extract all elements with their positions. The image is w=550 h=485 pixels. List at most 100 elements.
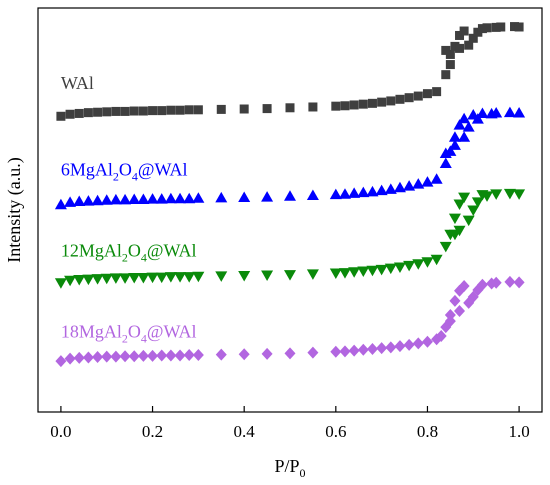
x-tick-label: 0.2 — [142, 422, 163, 441]
data-point — [308, 102, 318, 112]
data-point — [448, 139, 461, 150]
data-point — [458, 192, 471, 204]
data-point — [238, 191, 251, 202]
data-point — [448, 229, 461, 241]
data-point — [184, 105, 194, 115]
data-point — [472, 283, 484, 296]
data-point — [64, 196, 77, 207]
x-tick-label: 1.0 — [508, 422, 529, 441]
data-point — [367, 98, 377, 108]
data-point — [129, 106, 139, 116]
data-point — [422, 89, 432, 99]
data-point — [74, 108, 84, 118]
data-point — [109, 193, 122, 205]
data-point — [439, 241, 452, 253]
data-point — [148, 106, 158, 116]
data-point — [395, 94, 405, 104]
series-layer — [54, 22, 526, 368]
data-point — [119, 350, 131, 363]
data-point — [92, 351, 104, 364]
data-point — [338, 188, 351, 199]
x-tick-label: 0.6 — [325, 422, 346, 441]
data-point — [403, 180, 416, 191]
data-point — [430, 254, 443, 266]
data-point — [471, 197, 484, 208]
data-point — [174, 192, 187, 204]
data-point — [458, 131, 471, 142]
data-point — [215, 271, 228, 282]
data-point — [455, 30, 465, 40]
data-point — [329, 268, 342, 280]
data-point — [111, 106, 121, 116]
data-point — [513, 276, 525, 289]
series-labels: WAl 6MgAl2O4@WAl 12MgAl2O4@WAl 18MgAl2O4@WA… — [61, 73, 197, 345]
data-point — [146, 193, 159, 204]
data-point — [349, 100, 359, 110]
data-point — [261, 270, 274, 282]
data-point — [91, 274, 104, 285]
data-point — [453, 199, 466, 210]
data-point — [366, 342, 378, 355]
data-point — [73, 195, 86, 207]
data-point — [284, 190, 296, 201]
data-point — [348, 344, 360, 357]
data-point — [164, 192, 177, 204]
data-point — [183, 272, 196, 283]
x-axis-label: P/P0 — [274, 456, 305, 480]
y-axis-label: Intensity (a.u.) — [4, 157, 25, 262]
data-point — [471, 113, 484, 124]
data-point — [109, 273, 122, 284]
data-point — [366, 265, 379, 277]
x-tick-label: 0.0 — [50, 422, 71, 441]
data-point — [439, 147, 452, 158]
plot-frame — [37, 7, 543, 413]
data-point — [261, 347, 273, 360]
data-point — [166, 105, 176, 115]
data-point — [193, 105, 203, 115]
data-point — [192, 349, 204, 362]
data-point — [432, 87, 442, 97]
data-point — [384, 263, 397, 275]
data-point — [338, 268, 351, 279]
data-point — [82, 195, 95, 206]
data-point — [366, 185, 379, 197]
data-point — [284, 270, 296, 281]
data-point — [421, 176, 434, 187]
data-point — [330, 345, 342, 358]
data-point — [503, 188, 516, 200]
data-point — [513, 189, 526, 200]
data-point — [403, 260, 416, 272]
data-point — [394, 340, 406, 353]
data-point — [458, 112, 471, 124]
data-point — [238, 270, 251, 282]
data-point — [54, 278, 67, 289]
data-point — [444, 315, 456, 328]
data-point — [93, 107, 103, 117]
data-point — [435, 330, 447, 343]
data-point — [64, 352, 76, 365]
x-tick-label: 0.8 — [417, 422, 438, 441]
data-point — [377, 97, 387, 107]
data-point — [445, 49, 455, 59]
data-point — [464, 40, 474, 50]
data-point — [306, 189, 319, 200]
data-point — [357, 186, 370, 198]
data-point — [64, 275, 77, 287]
data-point — [445, 60, 455, 70]
data-point — [238, 348, 250, 361]
data-point — [413, 91, 423, 101]
data-point — [73, 274, 86, 286]
data-point — [421, 257, 434, 268]
x-tick-label: 0.4 — [234, 422, 256, 441]
data-point — [404, 93, 414, 103]
data-point — [386, 96, 396, 106]
data-point — [340, 101, 350, 111]
data-point — [357, 343, 369, 356]
data-point — [307, 346, 319, 359]
data-point — [375, 264, 388, 276]
data-point — [215, 191, 228, 203]
data-point — [155, 272, 168, 284]
data-point — [284, 347, 296, 360]
data-point — [513, 107, 526, 118]
data-point — [100, 194, 113, 205]
